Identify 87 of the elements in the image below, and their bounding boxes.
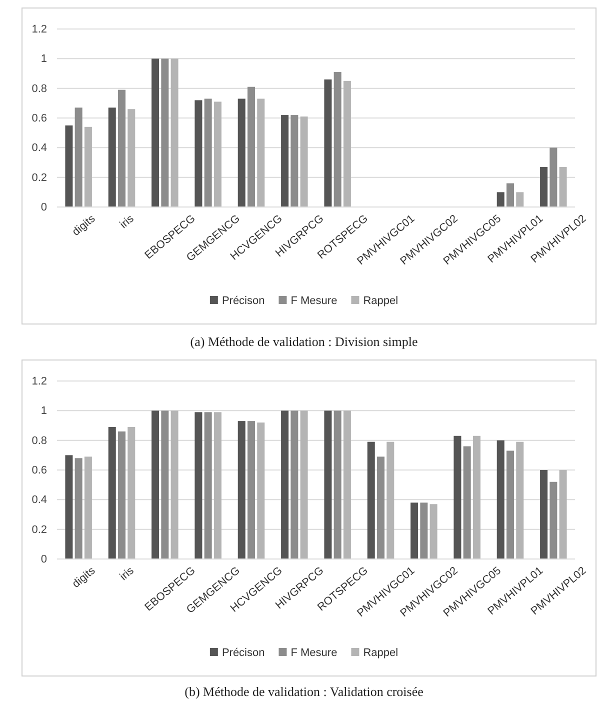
bar — [300, 116, 308, 207]
bar — [152, 410, 160, 559]
bar — [343, 410, 351, 559]
bar — [161, 410, 169, 559]
y-tick-label: 1.2 — [32, 24, 47, 36]
bar — [257, 422, 265, 559]
bar — [324, 410, 332, 559]
bar — [108, 426, 116, 559]
bar — [214, 102, 222, 207]
y-tick-label: 0.2 — [32, 172, 47, 184]
y-tick-label: 0 — [40, 202, 47, 214]
bar — [290, 410, 298, 559]
bar — [238, 98, 246, 207]
y-tick-label: 1.2 — [32, 376, 47, 388]
bar — [324, 79, 332, 207]
bar — [420, 502, 428, 559]
bar — [550, 148, 558, 207]
bar — [506, 450, 514, 559]
bar — [506, 183, 514, 207]
bar — [170, 58, 178, 207]
bar — [247, 86, 256, 207]
bar — [343, 80, 351, 207]
y-tick-label: 0.4 — [32, 494, 47, 506]
bar — [152, 58, 160, 207]
bar — [65, 125, 73, 207]
bar — [516, 442, 524, 559]
y-tick-label: 0.8 — [32, 82, 47, 95]
y-tick-label: 0.2 — [32, 524, 47, 536]
legend-label: Rappel — [363, 647, 398, 659]
bar — [84, 456, 92, 559]
bar — [84, 126, 92, 207]
x-tick-label: iris — [118, 564, 137, 583]
bar — [386, 442, 394, 559]
legend-label: F Mesure — [290, 647, 338, 659]
legend-label: Rappel — [363, 295, 398, 307]
bar — [463, 446, 471, 559]
bar — [410, 502, 418, 559]
bar — [170, 410, 178, 559]
bar — [559, 470, 567, 559]
y-tick-label: 0 — [40, 554, 47, 566]
bar — [108, 108, 116, 207]
bar — [496, 192, 504, 207]
bar — [290, 115, 298, 207]
bar — [194, 100, 202, 207]
bar — [550, 482, 558, 559]
y-tick-label: 0.6 — [32, 112, 47, 125]
text: (a) Méthode de validation : Division simple — [190, 334, 418, 349]
bar — [128, 426, 136, 559]
bar — [214, 412, 222, 559]
bar — [516, 192, 524, 207]
text: (b) Méthode de validation : Validation croisée — [184, 684, 424, 699]
bar — [367, 442, 375, 559]
y-tick-label: 0.8 — [32, 434, 47, 447]
bar — [334, 410, 342, 559]
bar — [161, 58, 169, 207]
bar — [376, 456, 385, 559]
legend-label: F Mesure — [290, 295, 338, 307]
bar — [118, 90, 126, 207]
bar — [559, 166, 567, 207]
bar — [281, 410, 289, 559]
bar — [430, 504, 438, 559]
bar — [300, 410, 308, 559]
bar — [540, 470, 548, 559]
bar — [74, 458, 82, 559]
x-tick-label: iris — [118, 212, 137, 231]
y-tick-label: 1 — [40, 405, 47, 418]
y-tick-label: 0.6 — [32, 464, 47, 477]
bar — [65, 455, 73, 559]
bar — [472, 436, 480, 559]
legend-label: Précison — [222, 295, 265, 307]
bar — [540, 166, 548, 207]
bar — [204, 98, 212, 207]
bar — [118, 431, 126, 559]
bar — [257, 98, 265, 207]
y-tick-label: 0.4 — [32, 142, 47, 154]
bar — [247, 421, 256, 559]
bar — [238, 421, 246, 559]
bar — [194, 412, 202, 559]
y-tick-label: 1 — [40, 53, 47, 66]
bar — [128, 109, 136, 207]
bar — [204, 412, 212, 559]
bar — [281, 115, 289, 207]
legend-label: Précison — [222, 647, 265, 659]
bar — [454, 436, 462, 559]
bar — [74, 108, 82, 207]
bar — [334, 72, 342, 207]
bar — [496, 440, 504, 559]
